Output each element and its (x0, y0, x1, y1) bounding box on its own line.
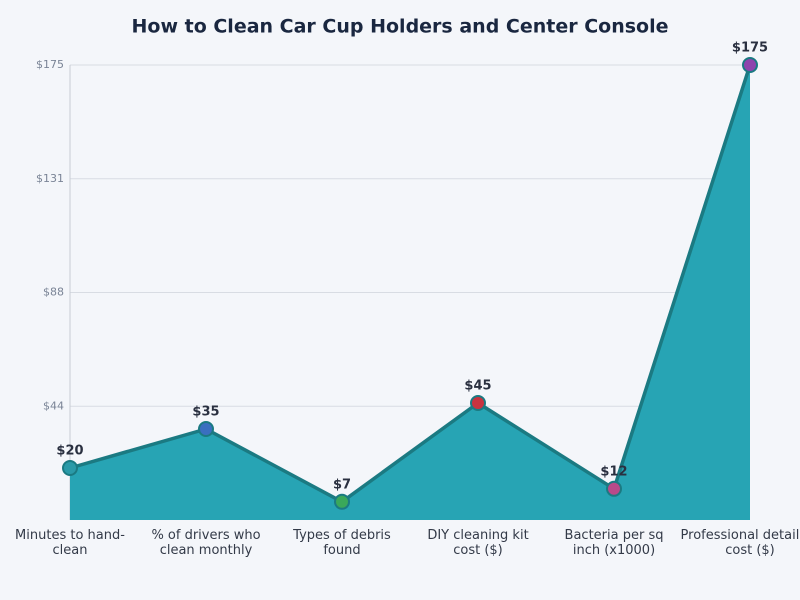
value-label: $20 (56, 444, 83, 459)
value-label: $175 (732, 41, 768, 56)
y-tick-label: $44 (43, 399, 64, 412)
x-tick-label: Professional detailingcost ($) (681, 528, 800, 558)
value-label: $35 (192, 405, 219, 420)
point (198, 421, 214, 437)
x-tick-label: Minutes to hand-clean (15, 528, 125, 558)
x-tick-label: DIY cleaning kit cost ($) (427, 528, 528, 558)
point (470, 395, 486, 411)
chart-title: How to Clean Car Cup Holders and Center … (131, 16, 668, 38)
value-label: $7 (333, 477, 351, 492)
value-label: $12 (600, 464, 627, 479)
y-tick-label: $88 (43, 286, 64, 299)
line (69, 64, 752, 504)
point (742, 57, 758, 73)
y-tick-label: $175 (36, 58, 64, 71)
x-tick-label: Types of debris found (292, 528, 391, 558)
value-label: $45 (464, 379, 491, 394)
point (62, 460, 78, 476)
x-tick-label: Bacteria per sq inch (x1000) (565, 528, 664, 558)
area (70, 65, 750, 520)
y-tick-label: $131 (36, 172, 64, 185)
point (606, 480, 622, 497)
point (334, 493, 350, 510)
x-tick-label: % of drivers who clean monthly (151, 528, 260, 558)
